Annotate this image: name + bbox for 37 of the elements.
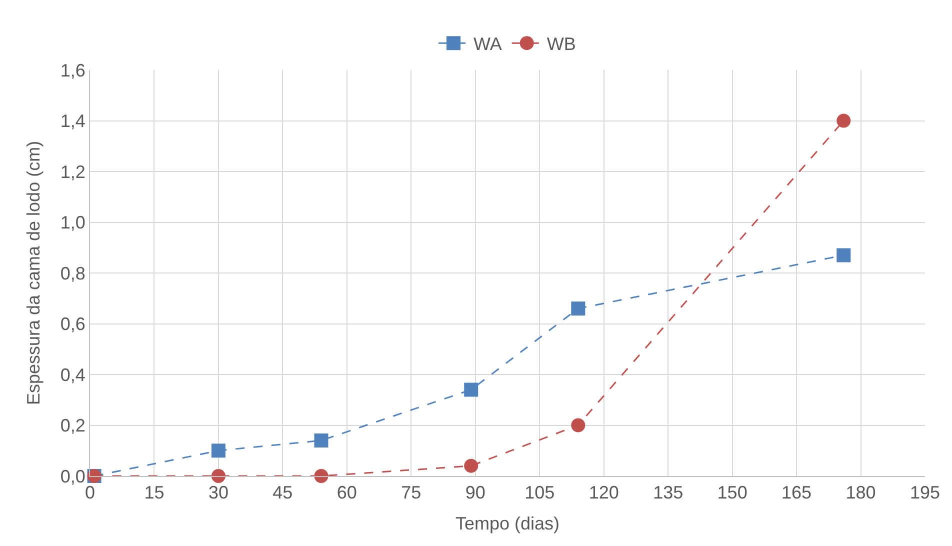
y-axis-title: Espessura da cama de lodo (cm) — [24, 140, 44, 406]
y-tick-label: 1,4 — [60, 111, 86, 132]
point — [571, 418, 586, 432]
y-tick-label: 1,6 — [60, 60, 86, 80]
x-tick-label: 105 — [524, 482, 555, 503]
point — [836, 248, 851, 262]
legend-label: WB — [546, 34, 576, 54]
point — [211, 444, 226, 458]
x-tick-label: 75 — [401, 482, 422, 503]
x-tick-label: 60 — [336, 482, 357, 503]
point — [211, 469, 226, 483]
point — [464, 382, 478, 397]
x-tick-label: 45 — [272, 482, 293, 503]
y-tick-label: 0,0 — [60, 466, 86, 486]
x-tick-label: 15 — [144, 482, 164, 503]
y-tick-label: 0,6 — [60, 314, 86, 334]
x-tick-label: 135 — [653, 482, 684, 503]
point — [314, 433, 328, 448]
x-tick-label: 165 — [782, 482, 812, 503]
point — [836, 114, 851, 128]
legend-label: WA — [474, 34, 502, 54]
y-tick-label: 1,2 — [60, 162, 86, 182]
x-tick-label: 195 — [910, 482, 940, 503]
y-tick-label: 0,8 — [60, 263, 86, 284]
y-tick-label: 0,2 — [60, 416, 86, 436]
x-axis-title: Tempo (dias) — [455, 514, 560, 534]
x-tick-label: 180 — [846, 482, 876, 503]
x-tick-label: 150 — [717, 482, 748, 503]
x-tick-label: 90 — [465, 482, 486, 503]
x-tick-label: 120 — [588, 482, 619, 503]
x-tick-label: 30 — [208, 482, 228, 503]
x-tick-label: 0 — [84, 482, 96, 503]
point — [571, 302, 586, 316]
y-tick-label: 0,4 — [60, 364, 86, 385]
point — [314, 469, 328, 483]
y-tick-label: 1,0 — [60, 212, 86, 233]
point — [464, 458, 478, 473]
